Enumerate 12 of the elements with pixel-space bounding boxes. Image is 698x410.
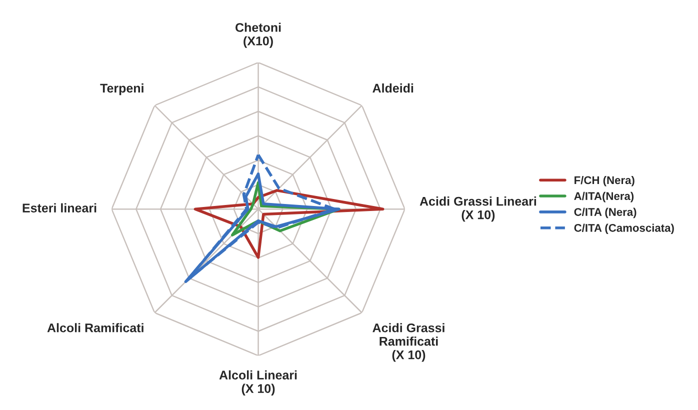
spoke-label: Terpeni	[100, 83, 144, 96]
spoke-label: Esteri lineari	[22, 203, 96, 212]
spoke-label: Chetoni (X10)	[236, 22, 281, 48]
legend-label: A/ITA(Nera)	[574, 192, 634, 202]
spoke-label: Acidi Grassi Lineari (X 10)	[420, 196, 536, 222]
legend-label: C/ITA (Camosciata)	[574, 224, 674, 234]
spoke-label: Alcoli Ramificati	[47, 323, 144, 332]
spoke-label: Aldeidi	[372, 83, 414, 93]
spoke-label: Acidi Grassi Ramificati (X 10)	[372, 323, 444, 362]
spoke-label: Alcoli Lineari (X 10)	[219, 370, 297, 396]
legend-label: C/ITA (Nera)	[574, 208, 636, 218]
legend-label: F/CH (Nera)	[574, 176, 634, 186]
